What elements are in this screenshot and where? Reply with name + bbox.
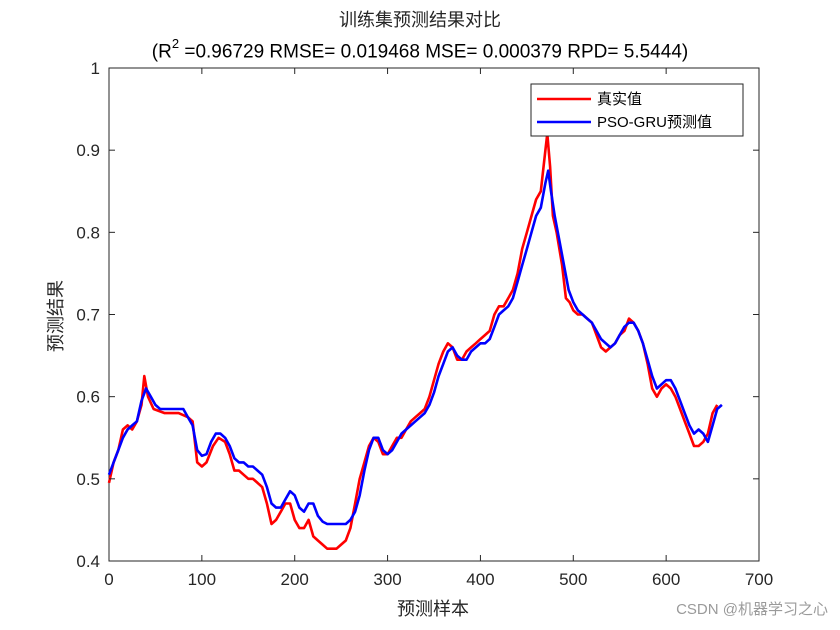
- y-tick-label: 0.4: [76, 552, 100, 571]
- legend-label-0: 真实值: [597, 90, 642, 108]
- x-axis-label: 预测样本: [397, 599, 469, 620]
- legend: 真实值 PSO-GRU预测值: [530, 83, 744, 137]
- subtitle-metrics: =0.96729 RMSE= 0.019468 MSE= 0.000379 RP…: [179, 41, 689, 63]
- watermark: CSDN @机器学习之心: [676, 601, 828, 618]
- subtitle-prefix: (R: [151, 41, 172, 63]
- y-axis-label: 预测结果: [46, 280, 67, 352]
- x-tick-label: 200: [281, 570, 309, 589]
- axes-frame: [108, 67, 760, 562]
- axes-box: [108, 67, 760, 562]
- chart-subtitle: (R2 =0.96729 RMSE= 0.019468 MSE= 0.00037…: [0, 36, 840, 63]
- series-line-1: [107, 169, 723, 526]
- x-tick-label: 500: [559, 570, 587, 589]
- legend-label-1: PSO-GRU预测值: [597, 114, 712, 131]
- y-tick-label: 0.8: [76, 223, 100, 242]
- series-layer: [107, 132, 723, 550]
- y-tick-label: 0.6: [76, 388, 100, 407]
- x-tick-label: 600: [652, 570, 680, 589]
- subtitle-superscript: 2: [171, 36, 180, 51]
- x-tick-label: 100: [188, 570, 216, 589]
- x-tick-label: 400: [466, 570, 494, 589]
- y-tick-label: 0.9: [76, 141, 100, 160]
- x-tick-label: 0: [104, 570, 113, 589]
- y-tick-label: 1: [91, 59, 100, 78]
- x-tick-label: 700: [745, 570, 773, 589]
- y-tick-label: 0.5: [76, 470, 100, 489]
- legend-box: [530, 83, 744, 137]
- chart-title: 训练集预测结果对比: [339, 10, 501, 31]
- y-tick-label: 0.7: [76, 306, 100, 325]
- x-tick-label: 300: [373, 570, 401, 589]
- tick-layer: 0 100 200 300 400 500 600 700 0.4 0.5 0.6 0.7 0.8 0.9…: [76, 59, 773, 589]
